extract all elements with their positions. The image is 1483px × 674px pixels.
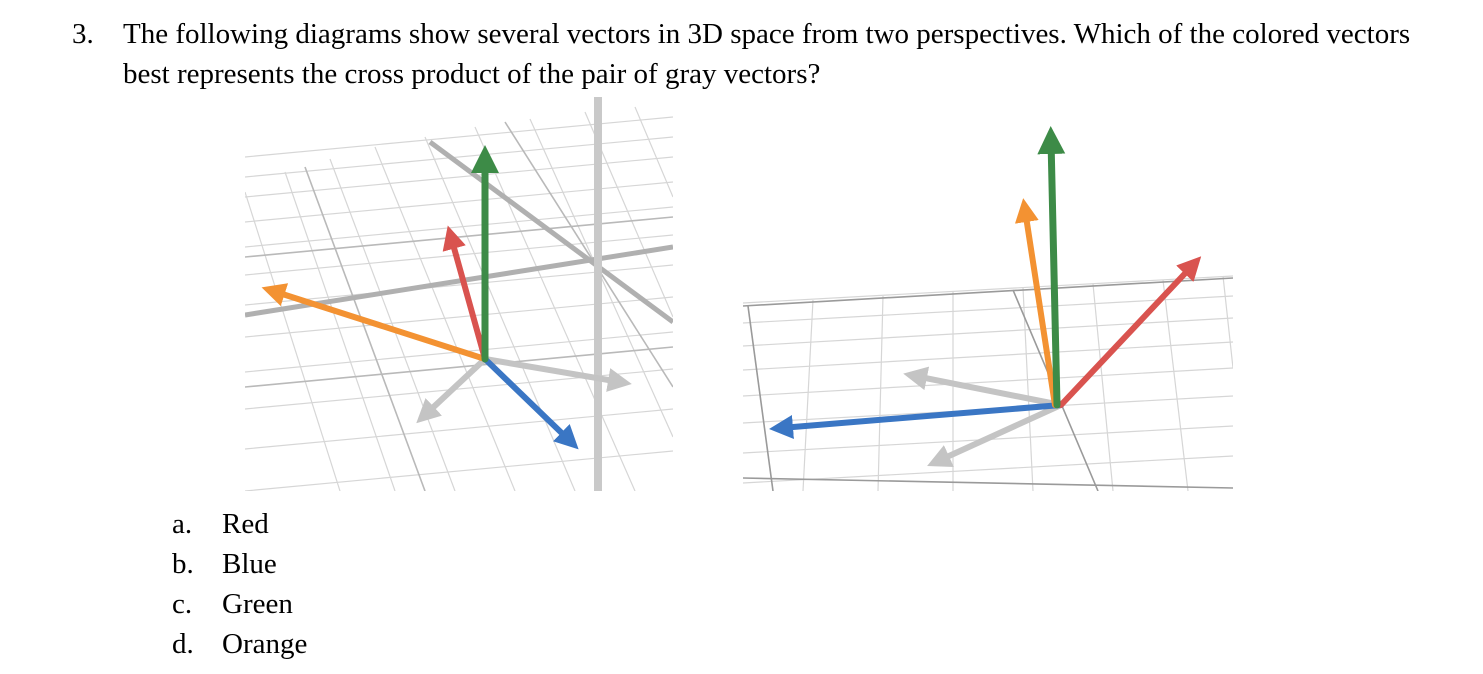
diagram-left-perspective	[245, 97, 673, 491]
option-c[interactable]: c. Green	[0, 580, 600, 620]
gray-vector-2	[927, 402, 1064, 467]
green-vector	[1037, 126, 1066, 409]
red-vector	[1058, 256, 1202, 408]
orange-vector	[1014, 198, 1058, 408]
red-vector	[442, 225, 488, 362]
grid-plane-right	[743, 275, 1233, 491]
option-letter: d.	[172, 628, 194, 660]
y-axis	[428, 139, 673, 325]
option-text: Red	[222, 508, 269, 540]
option-letter: b.	[172, 548, 194, 580]
option-letter: a.	[172, 508, 193, 540]
option-a[interactable]: a. Red	[0, 500, 600, 540]
vectors-right	[769, 126, 1202, 467]
option-text: Green	[222, 588, 293, 620]
option-d[interactable]: d. Orange	[0, 620, 600, 660]
option-b[interactable]: b. Blue	[0, 540, 600, 580]
blue-vector	[769, 402, 1064, 439]
diagram-right-perspective	[743, 118, 1233, 491]
option-text: Blue	[222, 548, 277, 580]
question-number: 3.	[72, 18, 94, 50]
blue-vector	[482, 356, 579, 450]
option-text: Orange	[222, 628, 308, 660]
option-letter: c.	[172, 588, 193, 620]
gray-vector-1	[482, 356, 632, 392]
gray-vector-2	[416, 356, 488, 424]
diagram-left-svg	[245, 97, 673, 491]
grid-major-lines-right	[743, 277, 1233, 491]
gray-vector-1	[903, 366, 1064, 408]
question-text: The following diagrams show several vect…	[123, 18, 1411, 90]
vectors-left	[261, 145, 632, 450]
orange-vector	[261, 283, 488, 362]
diagram-right-svg	[743, 126, 1233, 491]
